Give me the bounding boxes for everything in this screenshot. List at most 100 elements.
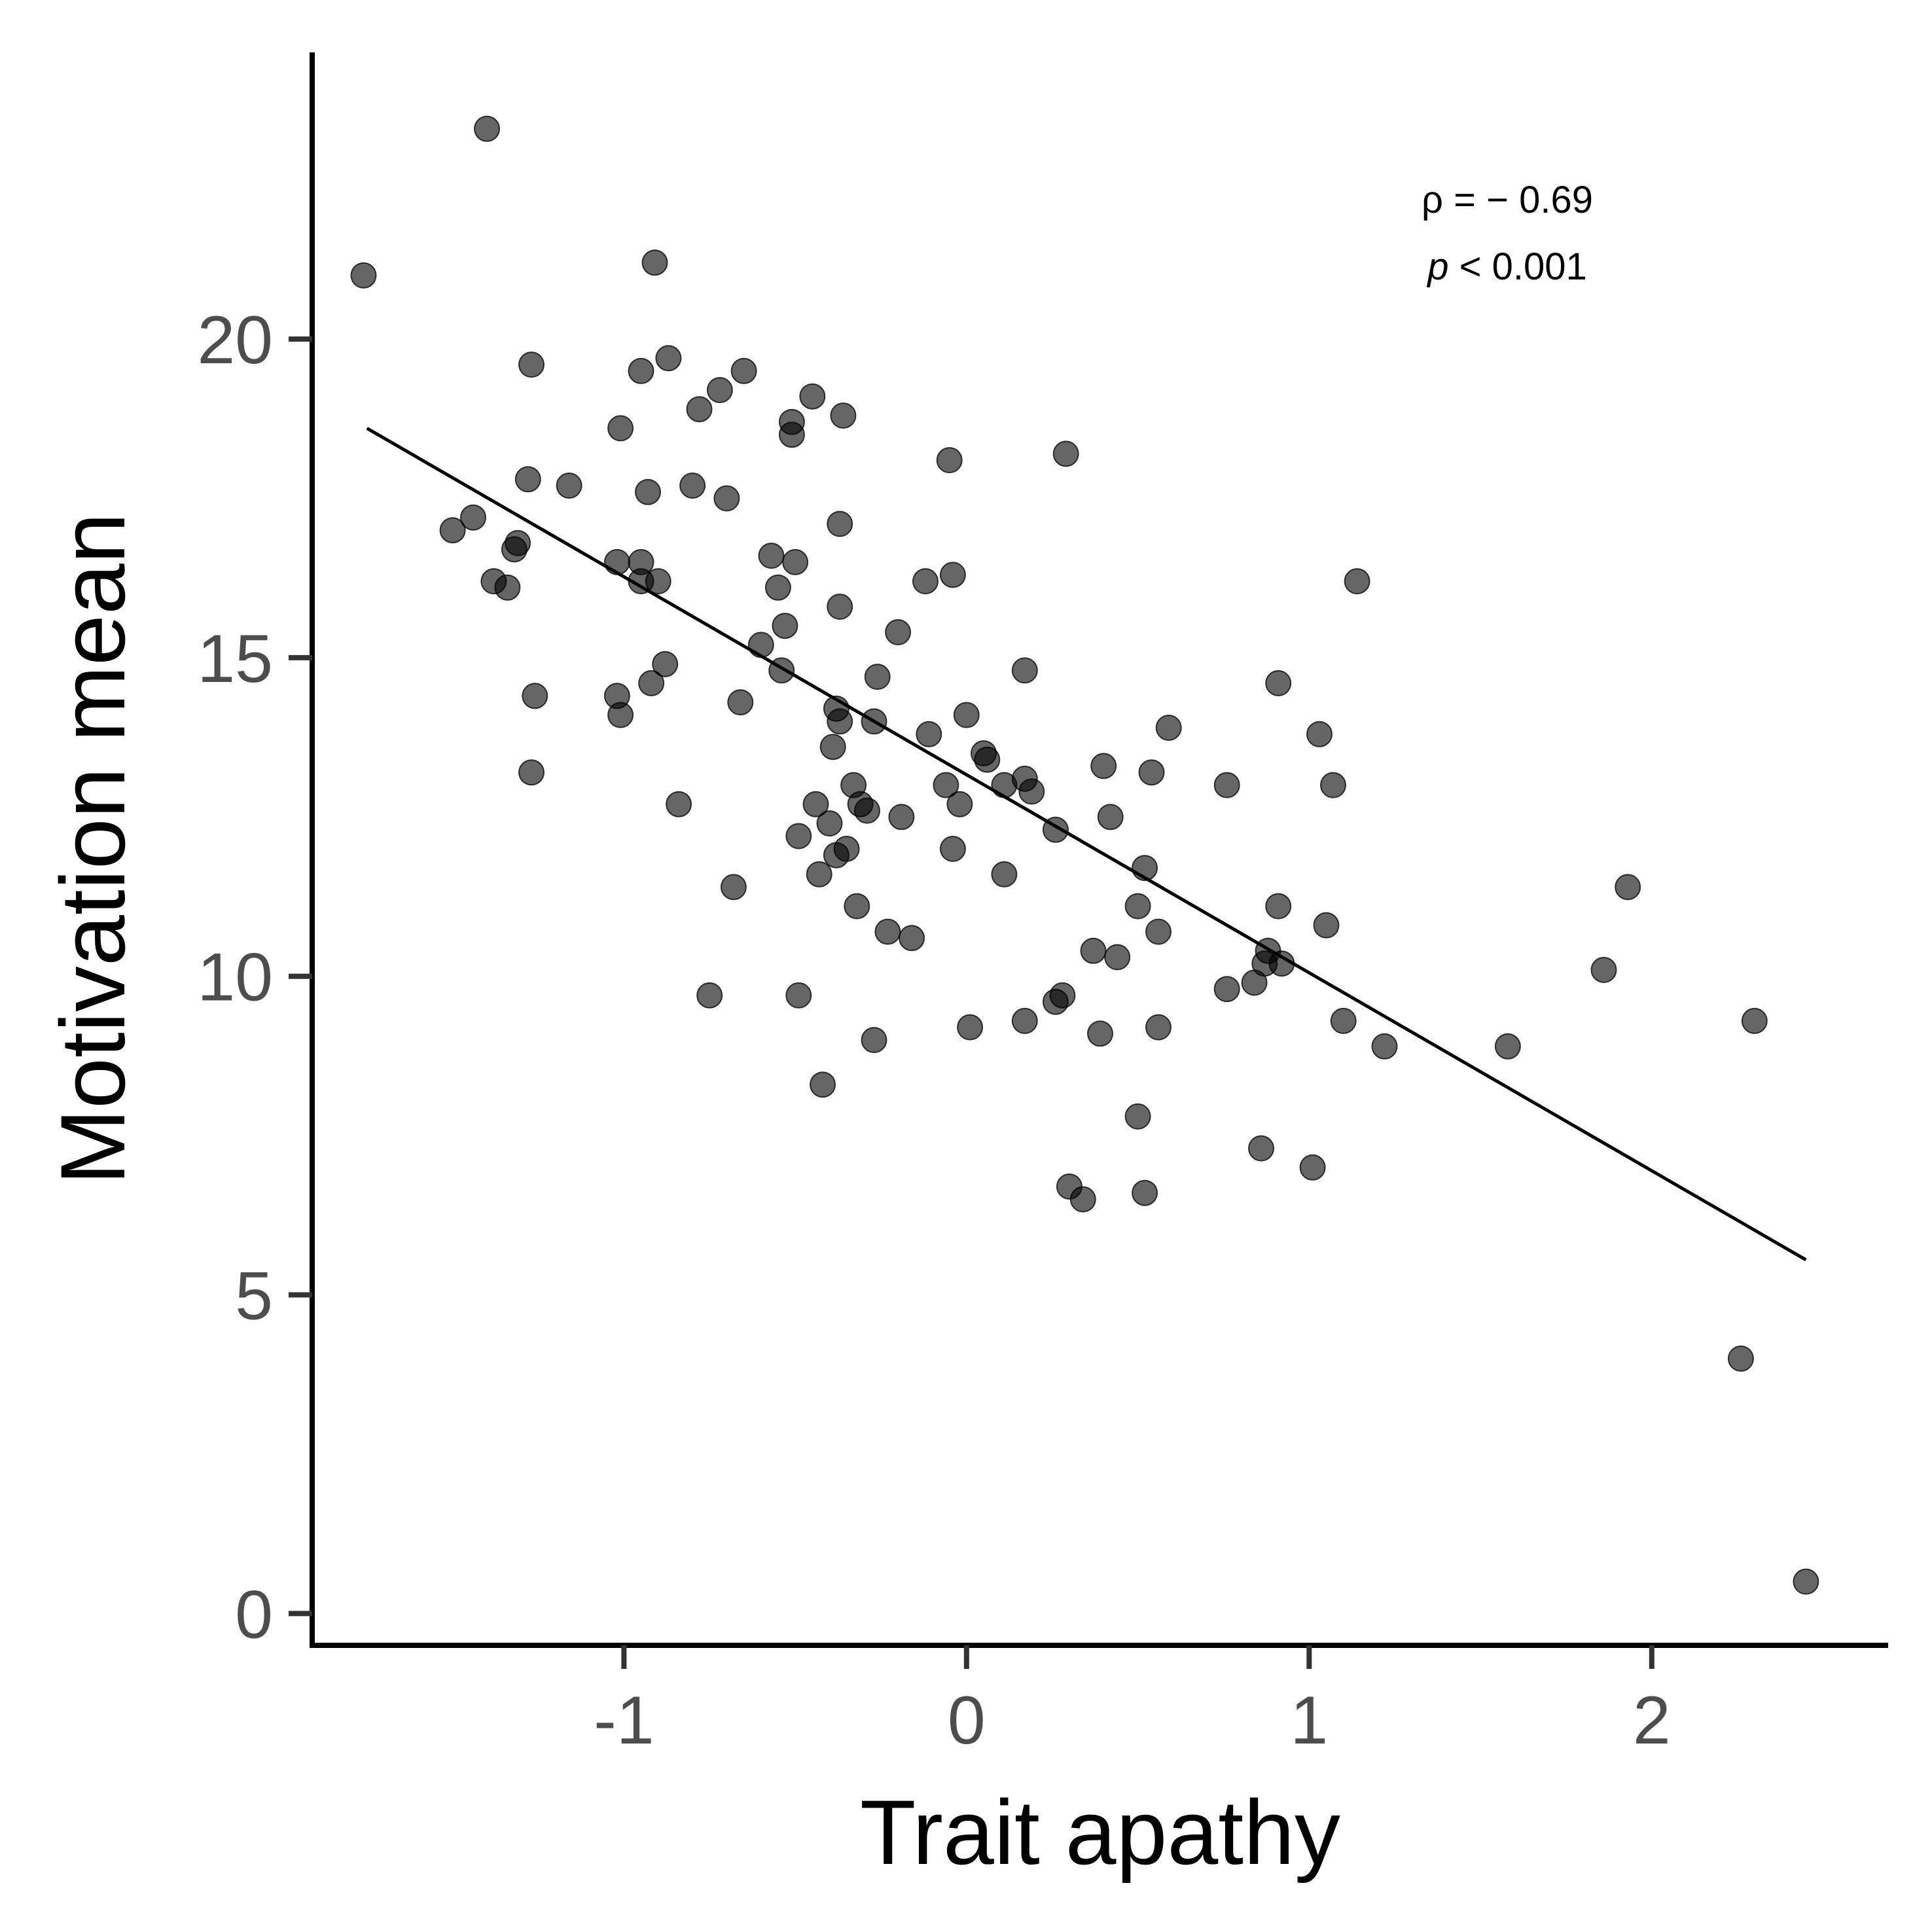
x-axis-title: Trait apathy	[860, 1781, 1340, 1884]
data-point	[1155, 715, 1182, 741]
y-tick-label: 10	[197, 940, 273, 1016]
data-point	[439, 517, 466, 544]
x-axis-ticks: -1 0 1 2	[594, 1645, 1671, 1759]
data-point	[772, 613, 798, 639]
y-axis-ticks: 0 5 10 15 20	[197, 302, 312, 1653]
data-point	[1590, 957, 1617, 983]
data-point	[645, 568, 671, 595]
p-value-symbol: p	[1426, 245, 1448, 288]
data-points	[350, 115, 1819, 1595]
data-point	[1213, 772, 1240, 798]
data-point	[953, 702, 980, 728]
data-point	[607, 702, 634, 728]
data-point	[635, 478, 661, 505]
data-point	[1299, 1154, 1326, 1181]
data-point	[638, 670, 665, 696]
data-point	[827, 594, 853, 620]
data-point	[641, 249, 668, 276]
data-point	[885, 619, 912, 645]
data-point	[460, 504, 486, 531]
data-point	[830, 402, 857, 429]
data-point	[874, 918, 901, 945]
x-tick-label: 0	[948, 1683, 986, 1759]
data-point	[861, 1027, 887, 1054]
data-point	[1145, 918, 1172, 945]
data-point	[556, 473, 582, 499]
data-point	[1494, 1033, 1521, 1060]
data-point	[1090, 753, 1117, 779]
data-point	[1124, 1103, 1151, 1130]
x-tick-label: -1	[594, 1683, 654, 1759]
data-point	[1132, 1179, 1158, 1206]
p-value-text: < 0.001	[1449, 245, 1587, 288]
data-point	[1615, 874, 1641, 901]
data-point	[946, 791, 973, 817]
data-point	[1265, 670, 1292, 696]
data-point	[474, 115, 500, 142]
p-value-label: p < 0.001	[1426, 245, 1587, 288]
data-point	[522, 683, 548, 709]
data-point	[823, 842, 850, 868]
data-point	[827, 708, 853, 735]
y-tick-label: 15	[197, 621, 273, 697]
data-point	[974, 746, 1001, 773]
data-point	[764, 574, 791, 601]
data-point	[991, 772, 1018, 798]
data-point	[1124, 893, 1151, 920]
data-point	[1248, 1135, 1274, 1162]
data-point	[1344, 568, 1370, 595]
x-tick-label: 2	[1633, 1683, 1671, 1759]
data-point	[1265, 893, 1292, 920]
y-axis-title: Motivation mean	[41, 512, 144, 1185]
data-point	[864, 664, 891, 690]
data-point	[350, 262, 377, 289]
data-point	[518, 351, 545, 378]
data-point	[501, 536, 528, 563]
data-point	[1313, 912, 1340, 939]
data-point	[799, 383, 826, 410]
data-point	[1049, 982, 1076, 1009]
data-point	[1069, 1186, 1096, 1213]
data-point	[827, 510, 853, 537]
y-tick-label: 20	[197, 302, 273, 378]
data-point	[1104, 944, 1131, 971]
data-point	[819, 734, 846, 760]
data-point	[785, 982, 812, 1009]
data-point	[939, 836, 966, 862]
data-point	[936, 447, 963, 474]
data-point	[1087, 1020, 1113, 1047]
data-point	[939, 562, 966, 588]
y-tick-label: 5	[235, 1259, 273, 1334]
data-point	[713, 485, 740, 512]
data-point	[785, 823, 812, 850]
data-point	[806, 861, 832, 887]
data-point	[933, 772, 959, 798]
data-point	[758, 543, 785, 569]
data-point	[816, 810, 843, 837]
data-point	[494, 574, 521, 601]
y-tick-label: 0	[235, 1577, 273, 1653]
data-point	[1741, 1007, 1768, 1034]
data-point	[899, 925, 925, 952]
data-point	[854, 797, 880, 824]
data-point	[603, 548, 630, 575]
data-point	[652, 651, 679, 677]
data-point	[916, 721, 942, 747]
data-point	[518, 759, 545, 786]
data-point	[1097, 804, 1124, 831]
data-point	[628, 357, 654, 384]
data-point	[810, 1071, 836, 1098]
data-point	[747, 632, 774, 658]
data-point	[957, 1014, 984, 1041]
data-point	[679, 473, 706, 499]
data-point	[778, 421, 805, 448]
data-point	[991, 861, 1018, 887]
data-point	[1052, 440, 1079, 467]
data-point	[655, 345, 682, 372]
data-point	[1727, 1345, 1754, 1372]
data-point	[888, 804, 915, 831]
data-point	[1018, 778, 1045, 805]
data-point	[727, 689, 754, 716]
data-point	[1241, 969, 1268, 996]
